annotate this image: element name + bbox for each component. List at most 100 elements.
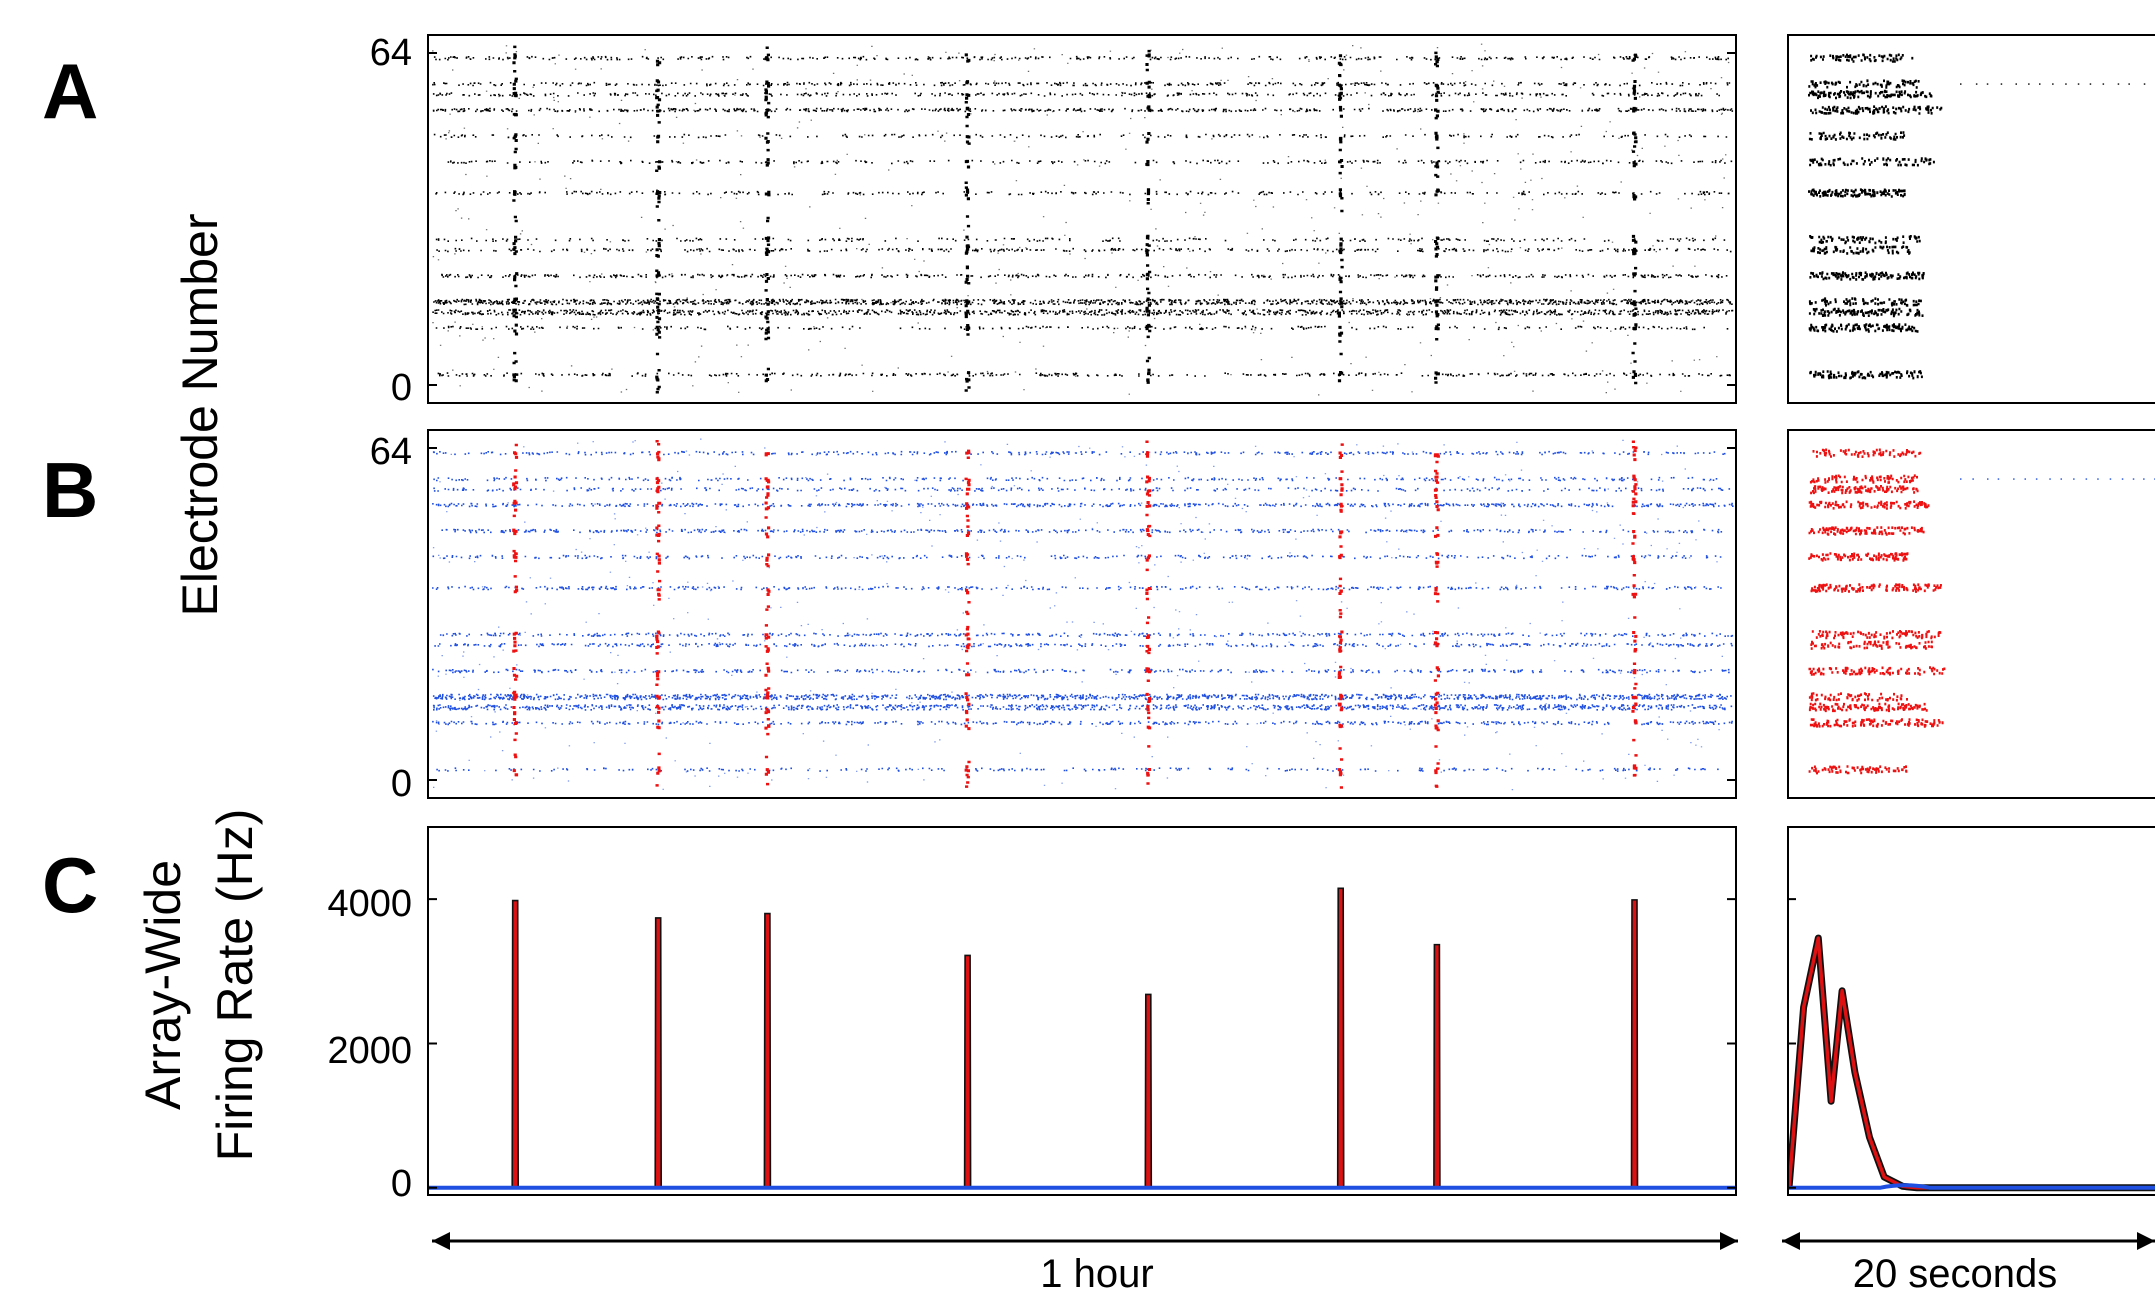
panel-label-c: C [42,841,98,929]
burst-6-spikes [1337,54,1344,383]
rate-ytick-4000: 4000 [327,883,412,925]
panel-label-a: A [42,47,98,135]
zoom-electrode-11-spikes [1808,323,1919,333]
burst-7-spikes [1433,453,1440,788]
zoom-electrode-2-spikes [1809,370,1923,380]
burst-1-spikes [512,443,519,777]
burst-3-spikes [764,46,771,383]
zoom-electrode-14-spikes [1808,307,1924,318]
electrode-58-spikes [432,81,1731,87]
electrode-63-spikes [432,450,1726,456]
zoom-electrode-37-spikes [1808,188,1906,198]
zoom-electrode-63-spikes [1810,53,1914,63]
panel-label-b: B [42,446,98,534]
burst-2-spikes [655,59,662,394]
raster-b-zoom-axes [1787,429,2155,799]
rate-burst-3 [763,912,772,1189]
rate-burst-5 [1144,993,1153,1189]
rate-burst-2 [654,917,663,1189]
burst-2-spikes [655,440,662,787]
span-arrow-20-seconds [1782,1232,2155,1250]
rate-burst-4 [963,954,972,1189]
zoom-electrode-56-spikes [1810,485,1919,495]
zoom-electrode-53-spikes [1808,500,1930,510]
electrode-21-spikes [432,668,1730,674]
zoom-electrode-56-spikes [1808,89,1933,100]
raster-b-spikes [432,438,1734,791]
raster-a-ytick-0: 0 [391,367,412,409]
electrode-53-spikes [432,502,1734,508]
electrode-48-spikes [433,133,1728,139]
zoom-electrode-2-spikes [1808,765,1908,775]
electrode-21-spikes [441,273,1728,279]
rate-burst-1 [511,899,520,1189]
electrode-26-spikes [436,247,1732,253]
zoom-electrode-48-spikes [1808,131,1906,141]
tick-marks [428,52,1796,1189]
electrode-28-spikes [435,237,1726,242]
span-label-1-hour: 1 hour [1040,1252,1153,1291]
zoom-electrode-16-spikes [1808,297,1922,307]
sparse-spikes [432,438,1723,791]
zoom-electrode-28-spikes [1809,235,1921,245]
span-arrow-1-hour [432,1232,1738,1250]
raster-b-axes [427,429,1737,799]
raster-b-zoom-spikes [1808,448,2155,775]
electrode-16-spikes [433,298,1733,306]
electrode-14-spikes [432,309,1734,316]
burst-6-spikes [1337,443,1344,789]
rate-zoom-axes [1787,826,2155,1196]
rate-burst-8 [1630,899,1639,1189]
axis-ticks [428,52,1796,1189]
rate-y-axis-label-line2: Firing Rate (Hz) [207,809,263,1162]
burst-7-spikes [1434,51,1440,384]
zoom-electrode-21-spikes [1808,666,1946,676]
burst-4-spikes [964,53,971,392]
zoom-rate-baseline [1789,1183,2155,1190]
electrode-37-spikes [432,585,1722,591]
sparse-spikes [432,43,1730,396]
raster-a-zoom-axes [1787,34,2155,404]
burst-3-spikes [764,452,771,786]
zoom-electrode-11-spikes [1809,718,1944,728]
electrode-56-spikes [432,92,1720,97]
burst-8-spikes [1631,53,1638,385]
rate-traces [429,887,1735,1190]
electrode-48-spikes [441,528,1723,534]
rate-burst-7 [1433,943,1441,1189]
burst-8-spikes [1631,440,1638,777]
rate-ytick-0: 0 [391,1163,412,1205]
burst-5-spikes [1145,49,1152,384]
zoom-electrode-63-spikes [1812,448,1922,458]
electrode-63-spikes [433,55,1729,61]
burst-4-spikes [964,449,971,788]
zoom-electrode-16-spikes [1808,692,1908,702]
zoom-electrode-58-spikes [1808,79,1920,89]
raster-b-ytick-64: 64 [370,431,412,473]
burst-1-spikes [512,45,519,383]
electrode-26-spikes [434,642,1733,648]
rate-ytick-2000: 2000 [327,1030,412,1072]
zoom-electrode-43-spikes [1808,552,1909,562]
raster-a-axes [427,34,1737,404]
zoom-rate-line [1788,936,2155,1190]
zoom-electrode-14-spikes [1808,702,1928,713]
electrode-14-spikes [432,704,1733,711]
raster-a-zoom-spikes [1808,53,2146,380]
electrode-58-spikes [433,476,1718,482]
electrode-11-spikes [435,325,1729,331]
burst-5-spikes [1145,440,1152,785]
zoom-electrode-26-spikes [1810,245,1911,255]
electrode-37-spikes [435,190,1730,196]
electrode-2-spikes [436,767,1719,772]
rate-burst-6 [1336,887,1345,1189]
rate-zoom-traces [1788,934,2155,1192]
raster-y-axis-label: Electrode Number [172,214,228,617]
rate-axes [427,826,1737,1196]
zoom-electrode-58-spikes [1809,474,1918,484]
electrode-16-spikes [432,693,1732,701]
zoom-electrode-43-spikes [1809,157,1935,167]
electrode-11-spikes [432,720,1733,726]
electrode-2-spikes [437,372,1731,377]
zoom-electrode-28-spikes [1811,630,1942,640]
